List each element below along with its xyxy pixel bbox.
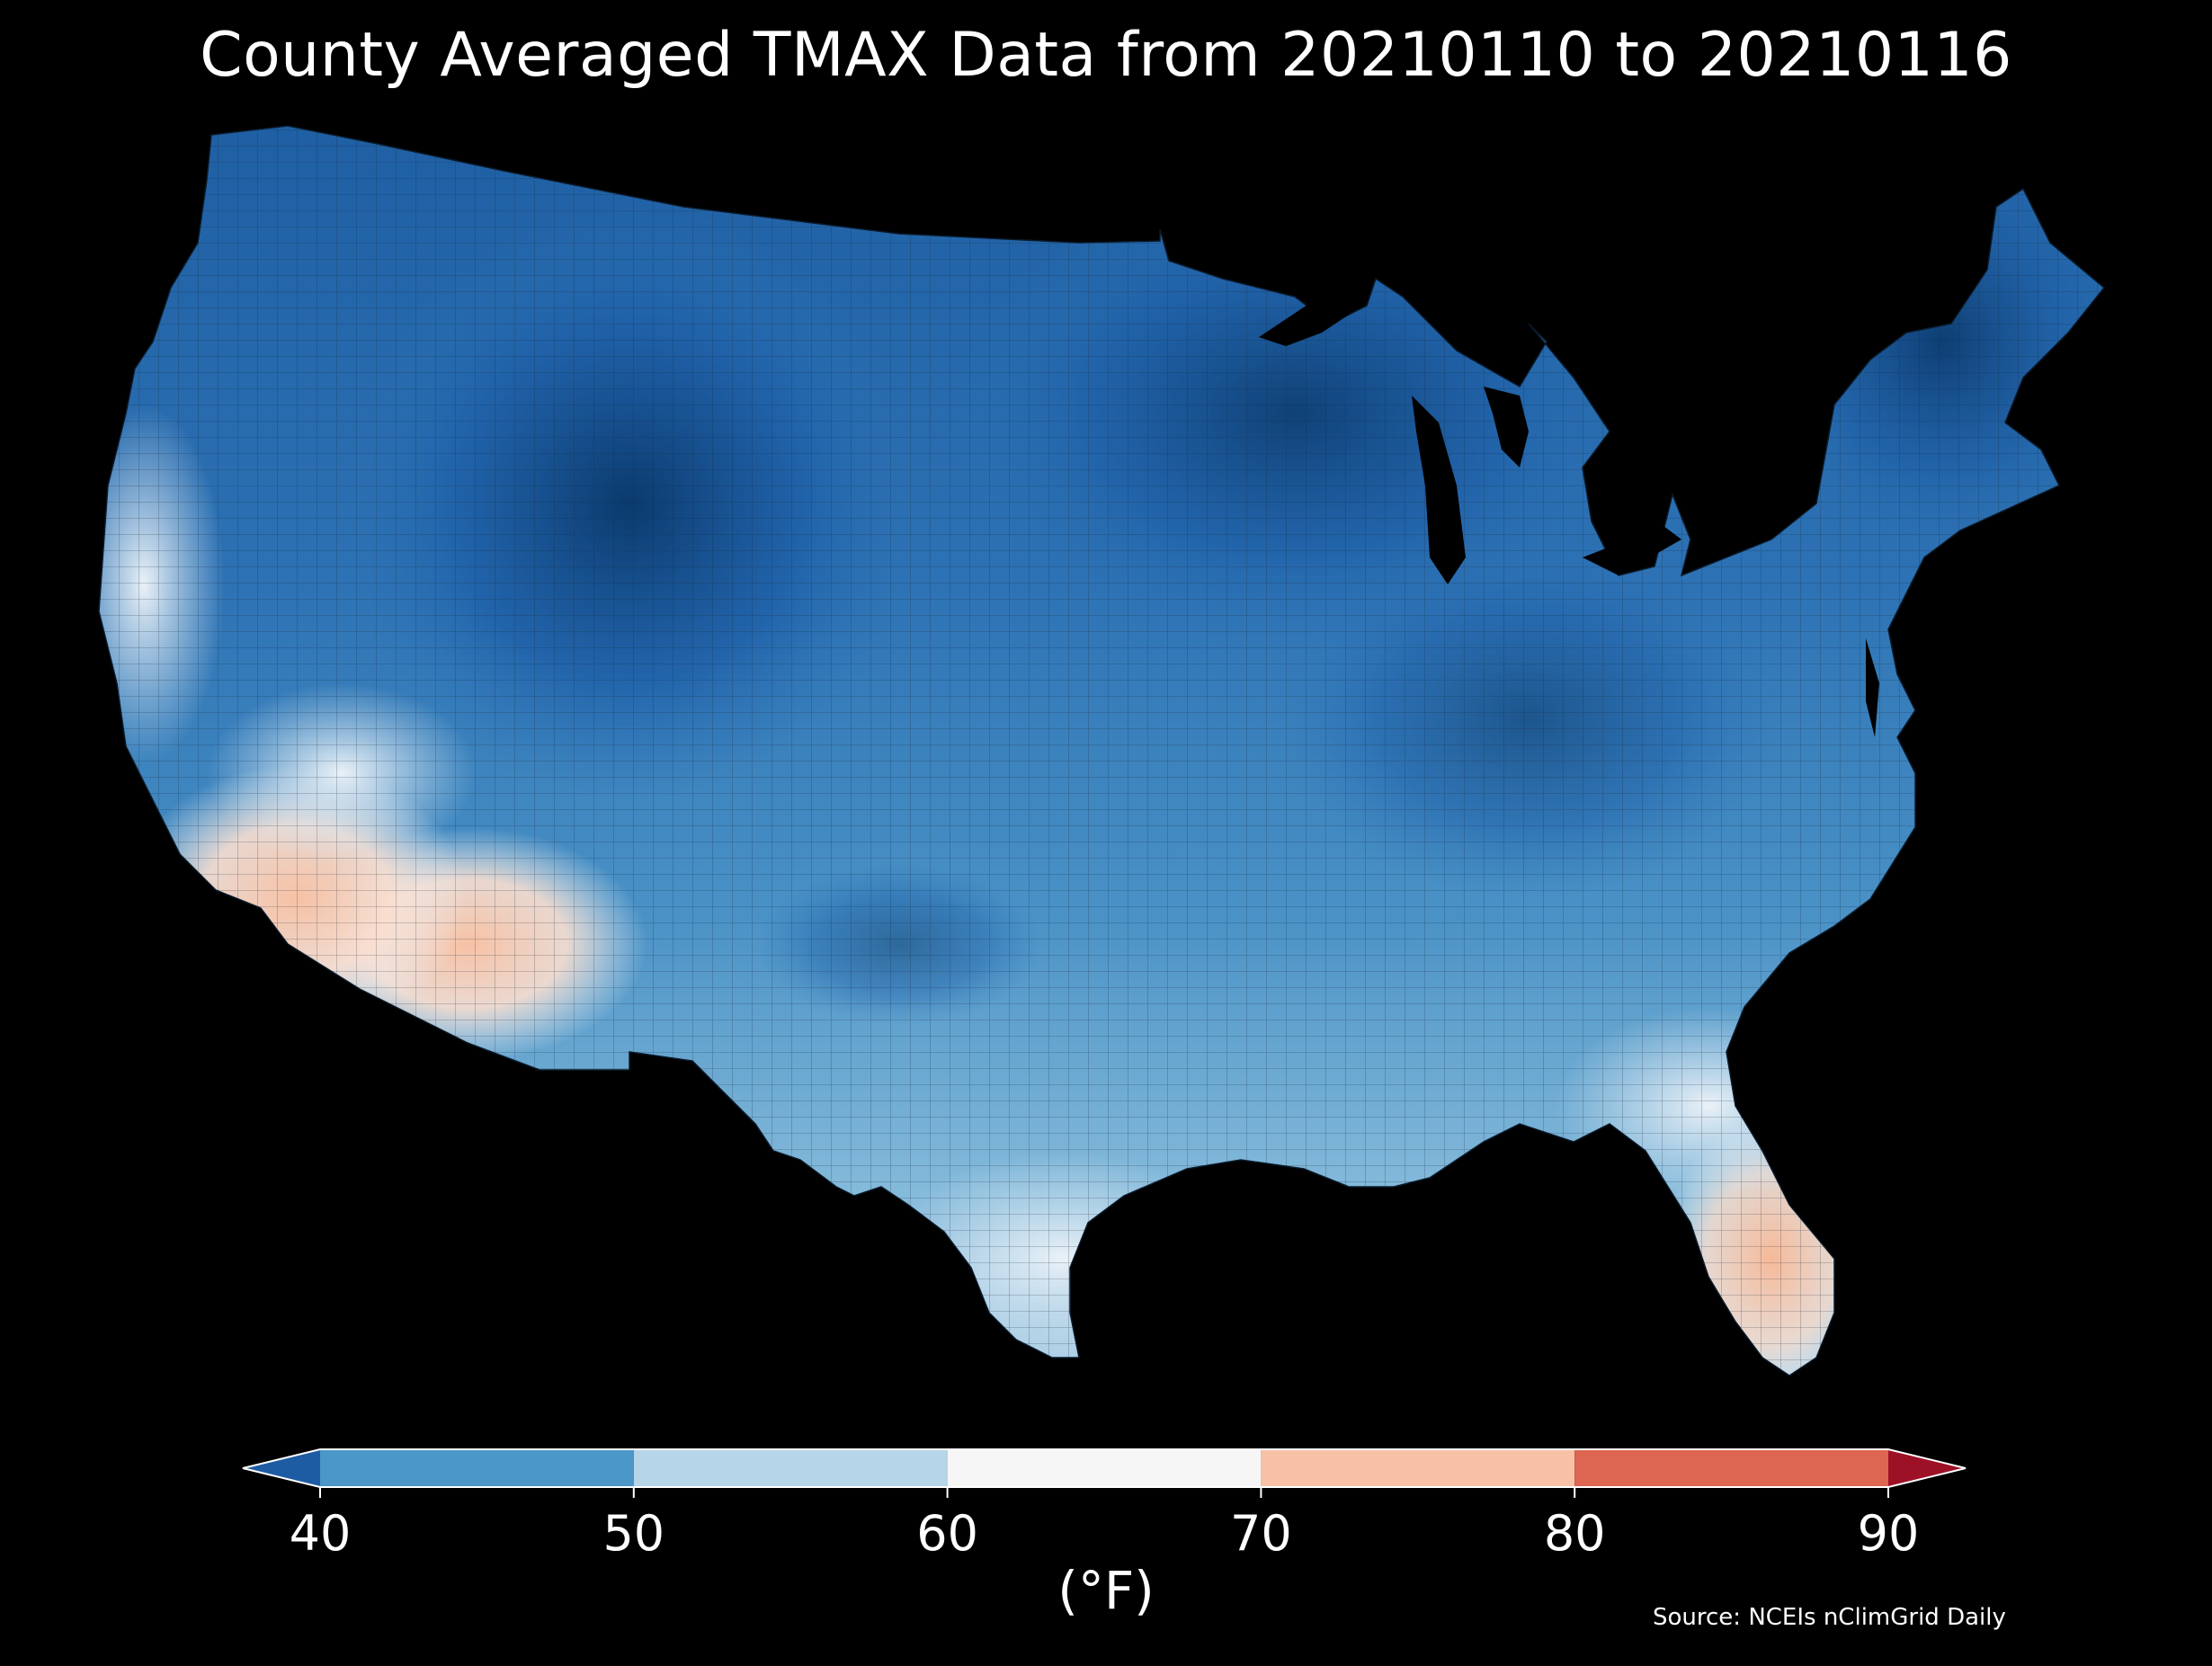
colorbar-bin-1 (633, 1449, 948, 1487)
colorbar-tick-label-5: 90 (1858, 1505, 1920, 1562)
colorbar-bin-2 (947, 1449, 1262, 1487)
lake-michigan (1412, 396, 1466, 584)
colorbar-tick-label-1: 50 (602, 1505, 664, 1562)
lake-huron (1484, 387, 1529, 468)
colorbar-bin-3 (1261, 1449, 1575, 1487)
colorbar-tick-label-0: 40 (290, 1505, 352, 1562)
colorbar-tick-label-3: 70 (1230, 1505, 1292, 1562)
colorbar-tick-label-2: 60 (916, 1505, 978, 1562)
source-note: Source: NCEIs nClimGrid Daily (1653, 1604, 2006, 1631)
legend-unit-label: (°F) (1057, 1560, 1155, 1621)
colorbar-tick-label-4: 80 (1544, 1505, 1606, 1562)
lake-erie (1583, 526, 1681, 575)
chesapeake-bay (1866, 638, 1879, 737)
lake-superior (1259, 283, 1367, 346)
map-title: County Averaged TMAX Data from 20210110 … (200, 20, 2012, 91)
colorbar-bin-4 (1574, 1449, 1888, 1487)
colorbar-bin-0 (320, 1449, 634, 1487)
colorbar-over-arrow (1888, 1449, 1966, 1487)
colorbar-under-arrow (243, 1449, 320, 1487)
